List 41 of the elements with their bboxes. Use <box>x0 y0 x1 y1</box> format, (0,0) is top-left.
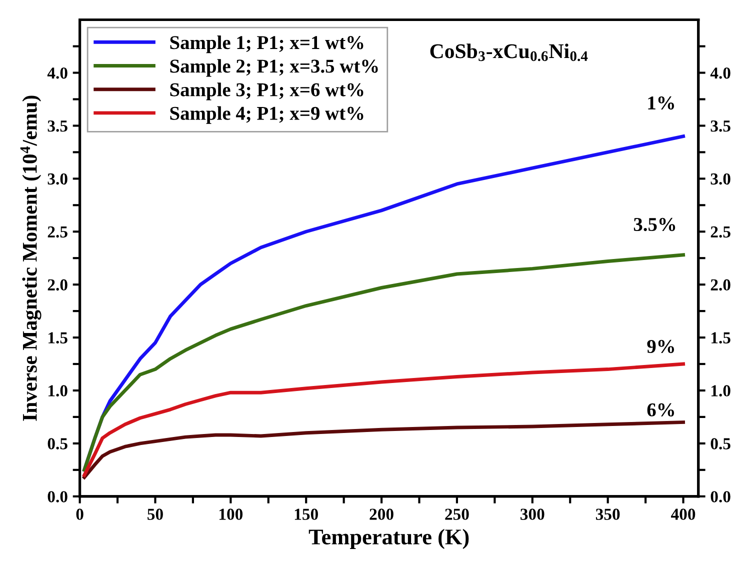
x-tick-label: 150 <box>294 508 318 520</box>
y-axis-title: Inverse Magnetic Moment (10$^{4}$/emu) <box>20 96 42 421</box>
x-tick-label: 50 <box>148 508 163 520</box>
legend-label: Sample 4; P1; x=9 wt% <box>170 106 364 124</box>
line-series <box>82 253 686 472</box>
y-tick-label: 1.0 <box>48 385 68 396</box>
x-tick-label: 250 <box>445 508 469 520</box>
y2-tick-label: 0.0 <box>710 491 730 502</box>
annotation: 6% <box>647 403 674 416</box>
x-tick-label: 100 <box>220 508 243 520</box>
x-tick-label: 400 <box>671 508 696 520</box>
x-axis-title: Temperature (K) <box>308 528 469 550</box>
y-tick-label: 3.0 <box>48 173 68 185</box>
y-tick-label: 3.5 <box>48 120 68 132</box>
y-tick-label: 0.5 <box>48 438 68 450</box>
y2-tick-label: 1.5 <box>711 332 730 344</box>
legend-label: Sample 2; P1; x=3.5 wt% <box>170 59 378 77</box>
y2-tick-label: 0.5 <box>710 438 730 450</box>
x-tick-label: 200 <box>370 508 394 520</box>
legend-label: Sample 3; P1; x=6 wt% <box>170 82 364 100</box>
annotation: 1% <box>648 96 674 110</box>
legend-label: Sample 1; P1; x=1 wt% <box>170 35 364 54</box>
x-tick-label: 300 <box>520 508 544 520</box>
y2-tick-label: 4.0 <box>710 67 730 79</box>
y2-tick-label: 3.5 <box>710 120 730 132</box>
y-tick-label: 0.0 <box>48 491 68 502</box>
y2-tick-label: 2.5 <box>710 226 730 238</box>
x-tick-label: 350 <box>596 508 620 520</box>
y2-tick-label: 3.0 <box>710 173 730 185</box>
y2-tick-label: 1.0 <box>711 385 730 396</box>
line-series <box>82 362 686 477</box>
y-tick-label: 4.0 <box>47 67 68 79</box>
annotation: 3.5% <box>634 218 676 232</box>
annotation: CoSb$_{3}$-xCu$_{0.6}$Ni$_{0.4}$ <box>430 44 588 62</box>
x-tick-label: 0 <box>76 508 84 520</box>
y2-tick-label: 2.0 <box>710 279 730 291</box>
y-tick-label: 2.5 <box>48 226 68 238</box>
line-series <box>82 420 686 480</box>
annotation: 9% <box>647 340 674 354</box>
y-tick-label: 2.0 <box>48 279 68 291</box>
y-tick-label: 1.5 <box>48 332 68 344</box>
